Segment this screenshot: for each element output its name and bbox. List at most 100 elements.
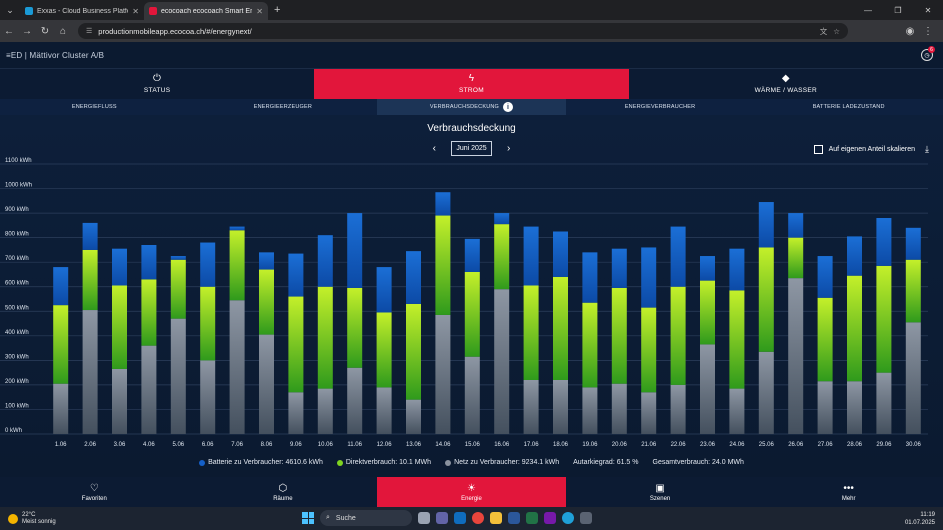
tab-waerme-wasser[interactable]: ◆ WÄRME / WASSER xyxy=(629,69,943,99)
bar-segment xyxy=(464,356,480,434)
subtab-energieverbraucher[interactable]: ENERGIEVERBRAUCHER xyxy=(566,99,755,115)
close-icon[interactable]: ✕ xyxy=(256,6,263,16)
x-tick-label: 29.06 xyxy=(876,442,892,448)
teams-icon[interactable] xyxy=(436,512,448,524)
subtab-energieerzeuger[interactable]: ENERGIEERZEUGER xyxy=(189,99,378,115)
chart-legend: Batterie zu Verbraucher: 4610.6 kWh Dire… xyxy=(0,459,943,466)
month-selector[interactable]: Juni 2025 xyxy=(451,141,492,156)
forward-icon[interactable]: → xyxy=(22,25,32,37)
word-icon[interactable] xyxy=(508,512,520,524)
x-tick-label: 3.06 xyxy=(114,442,126,448)
tab-status[interactable]: ⏻ STATUS xyxy=(0,69,314,99)
bar-segment xyxy=(876,265,892,373)
bar-segment xyxy=(229,300,245,434)
bar-segment xyxy=(376,312,392,388)
close-window-icon[interactable]: ✕ xyxy=(924,5,932,15)
autarkiegrad-summary: Autarkiegrad: 61.5 % xyxy=(573,459,638,466)
browser-tab-exxas[interactable]: Exxas - Cloud Business Platform ✕ xyxy=(20,2,144,20)
nav-szenen[interactable]: ▣ Szenen xyxy=(566,477,755,507)
reload-icon[interactable]: ↻ xyxy=(40,25,50,37)
next-month-button[interactable]: › xyxy=(507,143,511,154)
bar-segment xyxy=(876,372,892,434)
scale-toggle[interactable]: Auf eigenen Anteil skalieren ⤓ xyxy=(813,144,929,155)
restore-icon[interactable]: ❐ xyxy=(894,5,902,15)
nav-raeume[interactable]: ⬡ Räume xyxy=(189,477,378,507)
bar-segment xyxy=(435,192,451,216)
bookmark-star-icon[interactable]: ☆ xyxy=(833,26,840,36)
tab-strom[interactable]: ϟ STROM xyxy=(314,69,629,99)
bar-segment xyxy=(288,253,304,297)
weather-widget[interactable]: 22°C Meist sonnig xyxy=(0,512,120,526)
x-tick-label: 7.06 xyxy=(231,442,243,448)
system-clock[interactable]: 11:19 01.07.2025 xyxy=(905,511,935,527)
settings-icon[interactable] xyxy=(580,512,592,524)
power-icon: ⏻ xyxy=(153,73,162,84)
x-tick-label: 12.06 xyxy=(377,442,393,448)
bar-segment xyxy=(700,344,715,434)
chrome-icon[interactable] xyxy=(472,512,484,524)
bar-segment xyxy=(200,242,216,287)
new-tab-button[interactable]: + xyxy=(274,4,281,16)
edge-icon[interactable] xyxy=(562,512,574,524)
legend-item-netz[interactable]: Netz zu Verbraucher: 9234.1 kWh xyxy=(445,459,559,466)
home-icon[interactable]: ⌂ xyxy=(59,25,67,37)
y-tick-label: 500 kWh xyxy=(5,305,29,311)
close-icon[interactable]: ✕ xyxy=(132,6,139,16)
search-icon: ⌕ xyxy=(326,514,330,521)
window-controls: — ❐ ✕ xyxy=(853,0,943,20)
x-tick-label: 4.06 xyxy=(143,442,155,448)
explorer-icon[interactable] xyxy=(490,512,502,524)
x-tick-label: 14.06 xyxy=(435,442,451,448)
bar-segment xyxy=(553,276,568,380)
nav-favoriten[interactable]: ♡ Favoriten xyxy=(0,477,189,507)
bar-segment xyxy=(406,303,421,400)
subtab-verbrauchsdeckung[interactable]: VERBRAUCHSDECKUNG i xyxy=(377,99,566,115)
drop-icon: ◆ xyxy=(781,73,790,84)
weather-text: Meist sonnig xyxy=(22,518,56,525)
nav-mehr[interactable]: ••• Mehr xyxy=(754,477,943,507)
app-logo[interactable]: ≡ED | Mättivor Cluster A/B xyxy=(6,50,105,60)
search-placeholder: Suche xyxy=(335,514,356,522)
excel-icon[interactable] xyxy=(526,512,538,524)
alarm-clock-icon[interactable]: ◷ xyxy=(921,49,933,61)
subtab-batterie-ladezustand[interactable]: BATTERIE LADEZUSTAND xyxy=(754,99,943,115)
bar-segment xyxy=(758,351,774,434)
taskbar-search[interactable]: ⌕ Suche xyxy=(320,510,412,526)
profile-icon[interactable]: ◉ xyxy=(905,25,915,37)
legend-text: Gesamtverbrauch: 24.0 MWh xyxy=(652,459,744,466)
info-icon[interactable]: i xyxy=(503,102,514,112)
bar-segment xyxy=(758,202,774,248)
consumption-bar-chart: 0 kWh 100 kWh 200 kWh 300 kWh 400 kWh 500 kWh… xyxy=(0,158,928,448)
windows-start-icon[interactable] xyxy=(302,512,314,524)
minimize-icon[interactable]: — xyxy=(864,5,872,15)
tab-list-button[interactable]: ⌄ xyxy=(6,4,14,15)
subtab-energiefluss[interactable]: ENERGIEFLUSS xyxy=(0,99,189,115)
chart-title: Verbrauchsdeckung xyxy=(427,123,516,134)
nav-energie[interactable]: ☀ Energie xyxy=(377,477,566,507)
site-info-icon[interactable]: ☰ xyxy=(86,28,93,35)
bar-segment xyxy=(700,280,715,345)
onenote-icon[interactable] xyxy=(544,512,556,524)
x-tick-label: 17.06 xyxy=(524,442,540,448)
download-icon[interactable]: ⤓ xyxy=(925,144,929,154)
subtab-label: BATTERIE LADEZUSTAND xyxy=(812,104,885,110)
bar-segment xyxy=(582,252,598,303)
menu-kebab-icon[interactable]: ⋮ xyxy=(923,25,933,37)
main-tabs: ⏻ STATUS ϟ STROM ◆ WÄRME / WASSER xyxy=(0,69,943,99)
task-view-icon[interactable] xyxy=(418,512,430,524)
x-tick-label: 25.06 xyxy=(759,442,775,448)
x-tick-label: 8.06 xyxy=(261,442,273,448)
prev-month-button[interactable]: ‹ xyxy=(432,143,436,154)
bar-segment xyxy=(288,296,304,393)
back-icon[interactable]: ← xyxy=(4,25,14,37)
legend-item-batterie[interactable]: Batterie zu Verbraucher: 4610.6 kWh xyxy=(199,459,323,466)
legend-item-direktverbrauch[interactable]: Direktverbrauch: 10.1 MWh xyxy=(336,459,431,466)
url-bar[interactable]: ☰ productionmobileapp.ecocoa.ch/#/energy… xyxy=(78,23,848,39)
browser-tab-ecocoach[interactable]: ecocoach ecocoach Smart Ener ✕ xyxy=(144,2,268,20)
outlook-icon[interactable] xyxy=(454,512,466,524)
gesamtverbrauch-summary: Gesamtverbrauch: 24.0 MWh xyxy=(653,459,744,466)
scale-checkbox[interactable] xyxy=(813,145,823,154)
translate-icon[interactable]: 文 xyxy=(819,26,828,36)
legend-text: Batterie zu Verbraucher: 4610.6 kWh xyxy=(208,459,323,466)
nav-label: Favoriten xyxy=(81,495,107,502)
